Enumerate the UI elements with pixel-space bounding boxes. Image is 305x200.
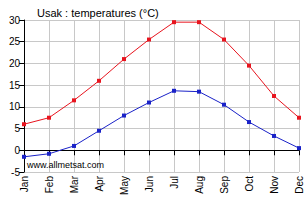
svg-text:Aug: Aug [194, 176, 205, 194]
svg-text:May: May [119, 176, 130, 195]
svg-text:Jul: Jul [169, 176, 180, 189]
svg-text:0: 0 [14, 145, 20, 156]
svg-text:20: 20 [9, 58, 21, 69]
svg-text:30: 30 [9, 15, 21, 26]
svg-text:Sep: Sep [219, 176, 230, 194]
svg-text:15: 15 [9, 80, 21, 91]
svg-text:Jun: Jun [144, 176, 155, 192]
svg-text:Jan: Jan [19, 176, 30, 192]
svg-text:5: 5 [14, 123, 20, 134]
svg-text:Feb: Feb [44, 176, 55, 194]
svg-text:Mar: Mar [69, 175, 80, 193]
svg-text:Dec: Dec [294, 176, 305, 194]
svg-text:10: 10 [9, 101, 21, 112]
svg-text:Nov: Nov [269, 176, 280, 194]
svg-text:25: 25 [9, 36, 21, 47]
svg-text:Oct: Oct [244, 176, 255, 192]
svg-text:-5: -5 [11, 167, 20, 178]
svg-text:www.allmetsat.com: www.allmetsat.com [26, 160, 104, 170]
svg-text:Apr: Apr [94, 175, 105, 191]
svg-text:Usak : temperatures (°C): Usak : temperatures (°C) [37, 7, 159, 19]
